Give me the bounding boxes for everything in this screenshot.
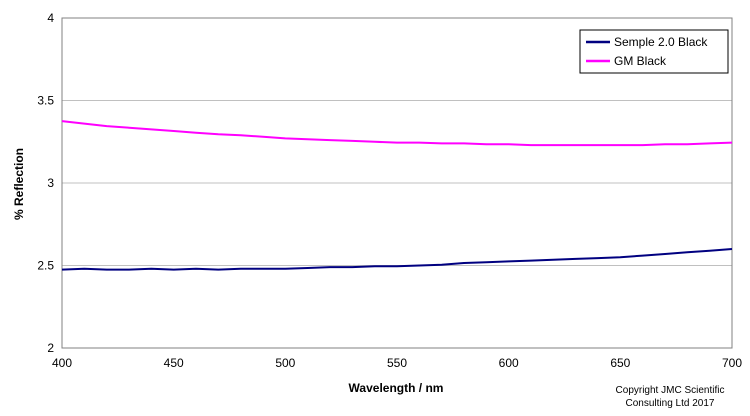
x-tick-label: 450: [164, 356, 184, 370]
x-tick-label: 700: [722, 356, 742, 370]
y-axis-title: % Reflection: [12, 148, 26, 220]
series-group: [61, 120, 733, 271]
series-line-gm: [61, 120, 733, 147]
y-tick-label: 3.5: [37, 94, 54, 108]
y-tick-label: 2: [47, 341, 54, 355]
x-axis-title: Wavelength / nm: [349, 381, 444, 395]
y-tick-label: 2.5: [37, 259, 54, 273]
y-tick-label: 3: [47, 176, 54, 190]
x-tick-label: 650: [610, 356, 630, 370]
copyright-note: Copyright JMC Scientific Consulting Ltd …: [600, 384, 740, 410]
plot-area-frame: [61, 17, 733, 349]
legend: Semple 2.0 Black GM Black: [579, 29, 729, 74]
x-tick-label: 600: [499, 356, 519, 370]
copyright-line-2: Consulting Ltd 2017: [625, 398, 715, 409]
legend-label-gm: GM Black: [614, 54, 667, 68]
legend-label-semple: Semple 2.0 Black: [614, 35, 708, 49]
x-tick-label: 550: [387, 356, 407, 370]
x-tick-label: 400: [52, 356, 72, 370]
series-line-semple: [61, 248, 733, 271]
x-tick-labels: 400 450 500 550 600 650 700: [52, 356, 742, 370]
copyright-line-1: Copyright JMC Scientific: [615, 385, 725, 396]
legend-box: [579, 29, 729, 74]
y-tick-labels: 2 2.5 3 3.5 4: [37, 11, 54, 355]
x-tick-label: 500: [275, 356, 295, 370]
y-tick-label: 4: [47, 11, 54, 25]
